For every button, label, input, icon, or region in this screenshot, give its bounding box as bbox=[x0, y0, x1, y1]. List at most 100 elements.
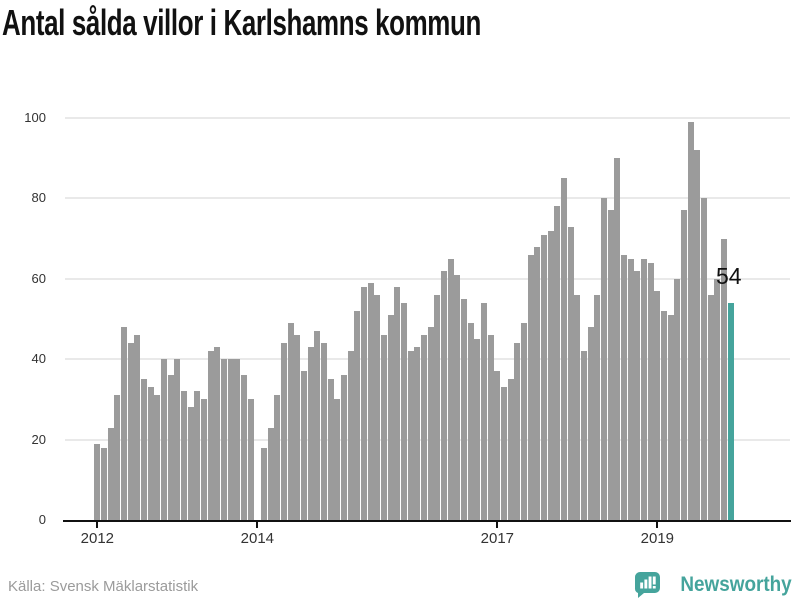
bar bbox=[347, 351, 354, 520]
x-tick bbox=[496, 522, 499, 528]
bar bbox=[267, 427, 274, 520]
bar bbox=[501, 387, 507, 520]
gridline bbox=[65, 438, 790, 441]
bar bbox=[354, 310, 361, 520]
x-tick bbox=[656, 522, 659, 528]
bar bbox=[401, 302, 407, 520]
bar bbox=[487, 335, 494, 520]
gridline bbox=[65, 277, 790, 280]
bar bbox=[694, 150, 701, 520]
bar bbox=[514, 343, 521, 520]
bar bbox=[594, 294, 601, 520]
bar bbox=[661, 310, 667, 520]
bar bbox=[141, 379, 147, 520]
gridline bbox=[65, 117, 790, 119]
bar bbox=[647, 262, 654, 520]
bar bbox=[441, 270, 447, 520]
bar bbox=[454, 274, 461, 520]
bar bbox=[307, 347, 314, 520]
newsworthy-logo[interactable]: Newsworthy bbox=[634, 571, 792, 598]
bar bbox=[407, 351, 414, 520]
bar bbox=[701, 198, 707, 520]
bar bbox=[361, 286, 367, 520]
gridline bbox=[65, 358, 790, 361]
bar bbox=[447, 258, 454, 520]
x-tick bbox=[256, 522, 259, 528]
bar bbox=[207, 351, 214, 520]
bar bbox=[414, 347, 421, 520]
bar bbox=[281, 343, 287, 520]
bar bbox=[301, 371, 307, 520]
bar bbox=[434, 294, 441, 520]
bar bbox=[534, 246, 541, 520]
bar bbox=[547, 230, 554, 520]
bar bbox=[667, 314, 674, 520]
bar bbox=[274, 395, 281, 520]
bar bbox=[721, 238, 727, 520]
bar bbox=[134, 335, 141, 520]
source-note: Källa: Svensk Mäklarstatistik bbox=[8, 578, 199, 595]
bar bbox=[174, 359, 181, 520]
bar bbox=[181, 391, 187, 520]
bar bbox=[261, 447, 267, 520]
highlighted-bar bbox=[727, 302, 734, 520]
bar bbox=[341, 375, 347, 520]
bar bbox=[587, 327, 594, 520]
gridline bbox=[65, 197, 790, 200]
x-axis-label: 2017 bbox=[480, 530, 515, 547]
y-axis-label: 40 bbox=[31, 351, 46, 367]
bar bbox=[607, 210, 614, 520]
chart-title: Antal sålda villor i Karlshamns kommun bbox=[2, 2, 481, 43]
bar bbox=[621, 254, 627, 520]
bar bbox=[294, 335, 301, 520]
bar bbox=[601, 198, 607, 520]
bar bbox=[554, 206, 561, 520]
plot-area: 0 20 40 60 80 100 2012 2014 2017 2019 54 bbox=[24, 110, 791, 547]
x-axis-label: 2014 bbox=[240, 530, 275, 547]
bar bbox=[221, 359, 227, 520]
bar bbox=[567, 226, 574, 520]
bar bbox=[481, 302, 487, 520]
bar bbox=[581, 351, 587, 520]
bar bbox=[374, 294, 381, 520]
bar bbox=[194, 391, 201, 520]
bar bbox=[241, 375, 247, 520]
bar bbox=[101, 447, 107, 520]
bar bbox=[114, 395, 121, 520]
bar bbox=[507, 379, 514, 520]
bar bbox=[334, 399, 341, 520]
bar bbox=[227, 359, 234, 520]
bar bbox=[327, 379, 334, 520]
bar bbox=[714, 278, 721, 520]
bar bbox=[614, 158, 621, 520]
bar bbox=[494, 371, 501, 520]
bar bbox=[367, 282, 374, 520]
bar bbox=[541, 234, 547, 520]
bar bbox=[381, 335, 387, 520]
bar bbox=[201, 399, 207, 520]
bar bbox=[187, 407, 194, 520]
x-axis-label: 2019 bbox=[640, 530, 675, 547]
bar bbox=[247, 399, 254, 520]
x-axis-label: 2012 bbox=[80, 530, 115, 547]
bar bbox=[427, 327, 434, 520]
bar bbox=[654, 290, 661, 520]
bar bbox=[467, 323, 474, 520]
y-axis-label: 0 bbox=[38, 512, 46, 527]
x-tick bbox=[96, 522, 99, 528]
bar bbox=[641, 258, 647, 520]
bar bbox=[321, 343, 327, 520]
bar bbox=[121, 327, 127, 520]
x-axis-line bbox=[63, 520, 791, 522]
bar bbox=[107, 427, 114, 520]
bar bbox=[387, 314, 394, 520]
bar bbox=[147, 387, 154, 520]
bar bbox=[421, 335, 427, 520]
bar bbox=[154, 395, 161, 520]
y-axis-label: 20 bbox=[31, 431, 46, 447]
bar bbox=[561, 178, 567, 520]
bar bbox=[634, 270, 641, 520]
bar bbox=[674, 278, 681, 520]
bar bbox=[461, 298, 467, 520]
newsworthy-icon bbox=[635, 572, 661, 598]
